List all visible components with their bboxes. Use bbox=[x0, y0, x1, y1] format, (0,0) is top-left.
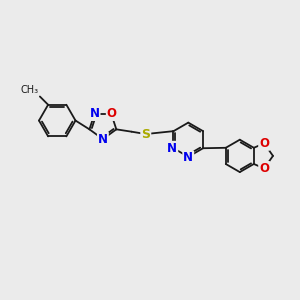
Text: S: S bbox=[141, 128, 150, 141]
Text: N: N bbox=[167, 142, 177, 155]
Text: N: N bbox=[90, 107, 100, 120]
Text: N: N bbox=[183, 152, 193, 164]
Text: N: N bbox=[98, 133, 108, 146]
Text: O: O bbox=[259, 162, 269, 175]
Text: CH₃: CH₃ bbox=[20, 85, 38, 95]
Text: O: O bbox=[259, 137, 269, 150]
Text: O: O bbox=[107, 107, 117, 120]
